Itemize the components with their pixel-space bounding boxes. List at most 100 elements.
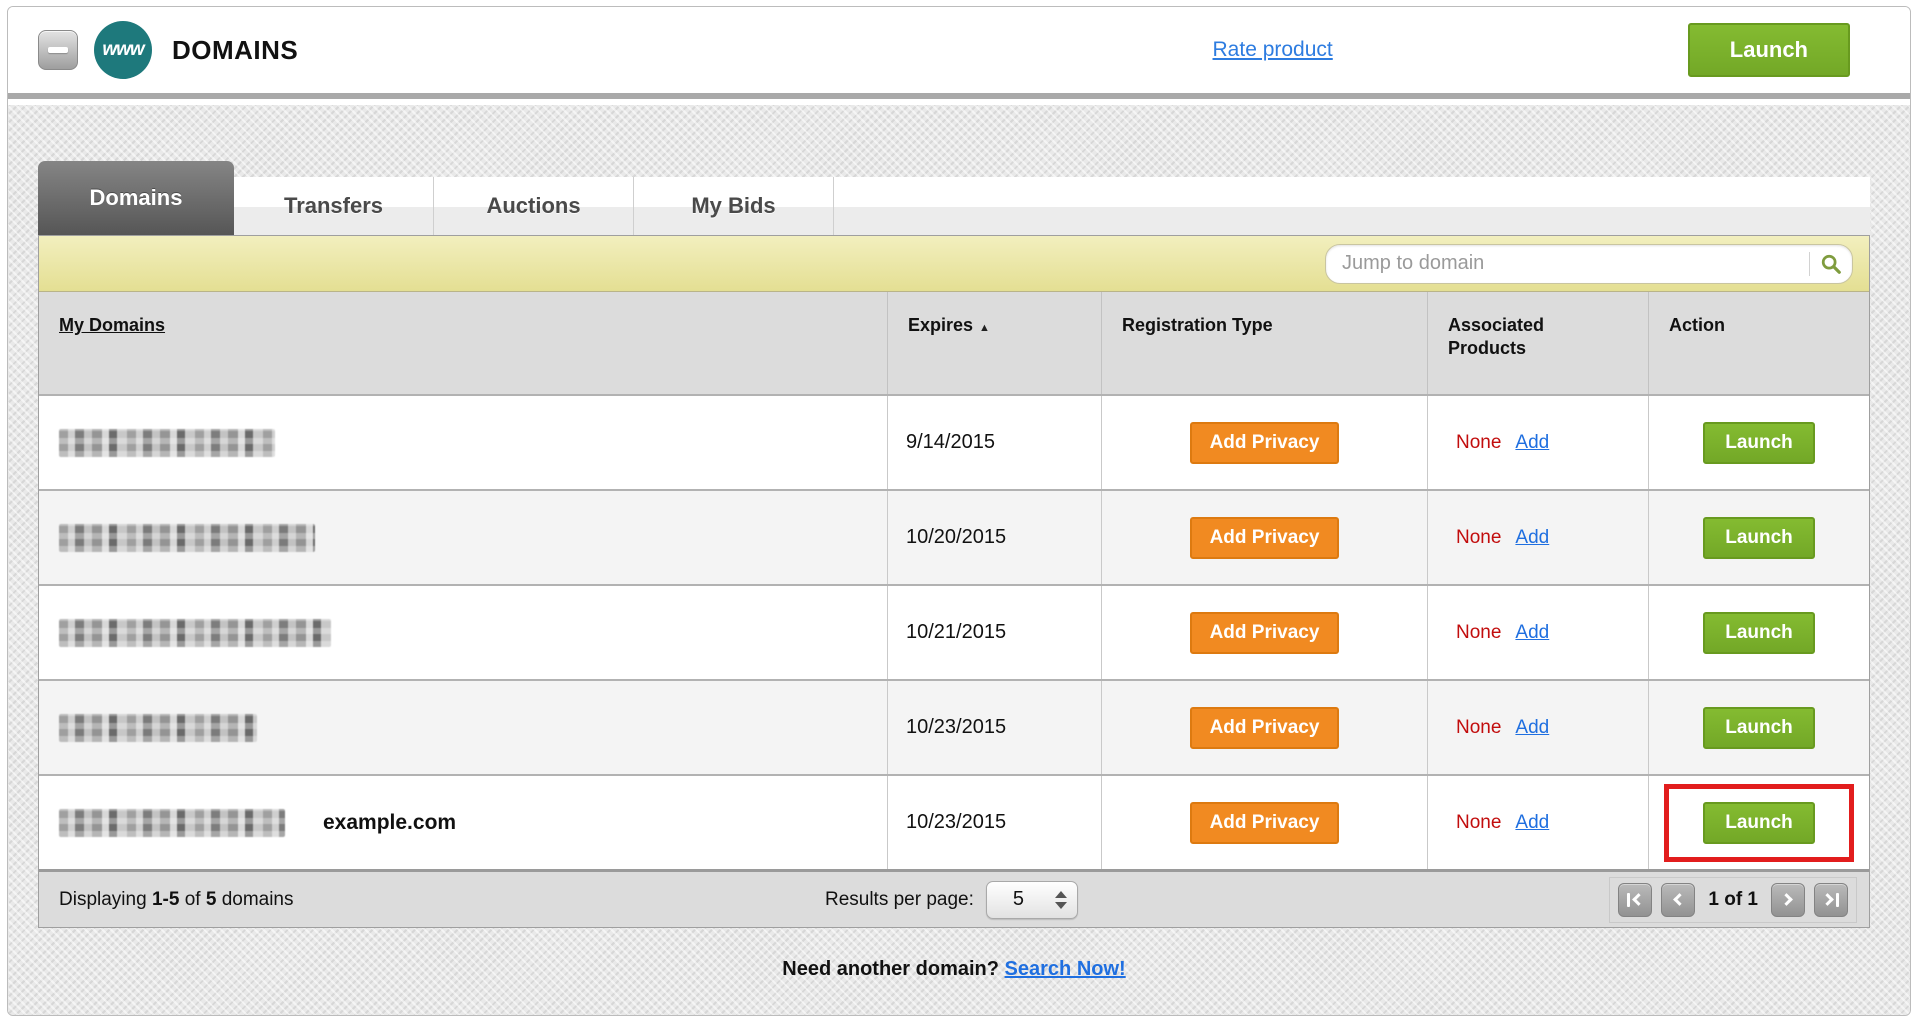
associated-products-cell: None Add <box>1427 586 1648 679</box>
action-cell: Launch <box>1648 776 1869 869</box>
column-header-expires[interactable]: Expires ▲ <box>887 292 1101 394</box>
registration-type-cell: Add Privacy <box>1101 491 1427 584</box>
action-cell: Launch <box>1648 681 1869 774</box>
app-window: www DOMAINS Rate product Launch Domains … <box>7 6 1911 1016</box>
launch-button[interactable]: Launch <box>1703 421 1815 464</box>
add-privacy-button[interactable]: Add Privacy <box>1189 706 1340 749</box>
collapse-button[interactable] <box>38 30 78 70</box>
associated-none-status: None <box>1456 716 1502 738</box>
associated-products-cell: None Add <box>1427 396 1648 489</box>
domain-note: example.com <box>323 810 457 834</box>
table-row: 10/21/2015 Add Privacy None Add Launch <box>39 584 1869 679</box>
add-product-link[interactable]: Add <box>1515 716 1550 738</box>
domain-search-box <box>1325 243 1853 284</box>
expires-cell: 9/14/2015 <box>887 396 1101 489</box>
search-divider <box>1809 251 1810 276</box>
pagination-first-button[interactable] <box>1618 882 1653 917</box>
prev-page-icon <box>1673 893 1687 906</box>
expires-cell: 10/20/2015 <box>887 491 1101 584</box>
action-cell: Launch <box>1648 491 1869 584</box>
action-cell: Launch <box>1648 586 1869 679</box>
redacted-domain-name[interactable] <box>59 428 275 457</box>
table-header-row: My Domains Expires ▲ Registration Type As… <box>39 292 1869 394</box>
pagination-prev-button[interactable] <box>1661 882 1696 917</box>
bottom-note: Need another domain? Search Now! <box>782 958 1126 980</box>
redacted-domain-name[interactable] <box>59 523 315 552</box>
tab-bar-filler <box>834 177 1870 235</box>
launch-button[interactable]: Launch <box>1703 706 1815 749</box>
column-header-my-domains[interactable]: My Domains <box>59 315 166 335</box>
domain-cell <box>39 681 887 774</box>
add-privacy-button[interactable]: Add Privacy <box>1189 516 1340 559</box>
sort-ascending-icon: ▲ <box>979 322 990 334</box>
results-per-page-value: 5 <box>1012 888 1025 910</box>
redacted-domain-name[interactable] <box>59 618 331 647</box>
results-per-page-select[interactable]: 5 <box>985 880 1078 919</box>
add-privacy-button[interactable]: Add Privacy <box>1189 801 1340 844</box>
table-body: 9/14/2015 Add Privacy None Add Launch 10/20/2… <box>39 394 1869 869</box>
expires-cell: 10/23/2015 <box>887 681 1101 774</box>
domain-cell <box>39 491 887 584</box>
redacted-domain-name[interactable] <box>59 713 257 742</box>
tab-auctions[interactable]: Auctions <box>434 177 634 235</box>
header-launch-button[interactable]: Launch <box>1687 23 1850 77</box>
action-cell: Launch <box>1648 396 1869 489</box>
pagination-last-button[interactable] <box>1814 882 1848 917</box>
add-privacy-button[interactable]: Add Privacy <box>1189 421 1340 464</box>
app-header: www DOMAINS Rate product Launch <box>8 7 1910 99</box>
search-icon[interactable] <box>1820 253 1842 275</box>
registration-type-cell: Add Privacy <box>1101 681 1427 774</box>
domains-product-icon: www <box>94 21 152 79</box>
associated-products-cell: None Add <box>1427 776 1648 869</box>
page-status: 1 of 1 <box>1708 888 1758 910</box>
table-row: 10/20/2015 Add Privacy None Add Launch <box>39 489 1869 584</box>
results-summary: Displaying 1-5 of 5 domains <box>59 888 294 910</box>
pagination-next-button[interactable] <box>1771 882 1805 917</box>
results-per-page: Results per page: 5 <box>825 880 1078 919</box>
rate-product-link[interactable]: Rate product <box>1212 38 1333 61</box>
jump-to-domain-input[interactable] <box>1342 252 1799 275</box>
minus-icon <box>48 47 68 53</box>
tab-transfers[interactable]: Transfers <box>234 177 434 235</box>
registration-type-cell: Add Privacy <box>1101 586 1427 679</box>
domain-cell <box>39 396 887 489</box>
table-row: 10/23/2015 Add Privacy None Add Launch <box>39 679 1869 774</box>
annotation-highlight-box: Launch <box>1664 783 1854 862</box>
table-row: example.com 10/23/2015 Add Privacy None Add L… <box>39 774 1869 869</box>
search-bar <box>39 236 1869 292</box>
column-header-action: Action <box>1648 292 1869 394</box>
add-product-link[interactable]: Add <box>1515 621 1550 643</box>
add-privacy-button[interactable]: Add Privacy <box>1189 611 1340 654</box>
add-product-link[interactable]: Add <box>1515 811 1550 833</box>
tab-domains[interactable]: Domains <box>38 161 234 235</box>
associated-products-cell: None Add <box>1427 491 1648 584</box>
redacted-domain-name[interactable] <box>59 808 285 837</box>
content-area: Domains Transfers Auctions My Bids <box>8 105 1910 1015</box>
next-page-icon <box>1780 893 1793 906</box>
last-page-icon <box>1836 892 1839 907</box>
launch-button[interactable]: Launch <box>1703 611 1815 654</box>
column-header-registration-type: Registration Type <box>1101 292 1427 394</box>
add-product-link[interactable]: Add <box>1515 431 1550 453</box>
associated-none-status: None <box>1456 526 1502 548</box>
search-now-link[interactable]: Search Now! <box>1004 958 1126 980</box>
tab-my-bids[interactable]: My Bids <box>634 177 834 235</box>
add-product-link[interactable]: Add <box>1515 526 1550 548</box>
associated-products-cell: None Add <box>1427 681 1648 774</box>
launch-button[interactable]: Launch <box>1703 516 1815 559</box>
select-stepper-icon <box>1054 890 1067 909</box>
page-title: DOMAINS <box>172 34 299 65</box>
table-row: 9/14/2015 Add Privacy None Add Launch <box>39 394 1869 489</box>
tab-bar: Domains Transfers Auctions My Bids <box>38 161 1870 235</box>
expires-cell: 10/21/2015 <box>887 586 1101 679</box>
registration-type-cell: Add Privacy <box>1101 776 1427 869</box>
first-page-icon <box>1627 892 1631 907</box>
expires-cell: 10/23/2015 <box>887 776 1101 869</box>
domains-panel: My Domains Expires▲ Registration Type As… <box>38 235 1870 928</box>
pagination: 1 of 1 <box>1609 876 1857 923</box>
launch-button[interactable]: Launch <box>1703 801 1815 844</box>
column-header-associated-products: Associated Products <box>1427 292 1577 394</box>
associated-none-status: None <box>1456 811 1502 833</box>
domain-cell <box>39 586 887 679</box>
associated-none-status: None <box>1456 431 1502 453</box>
